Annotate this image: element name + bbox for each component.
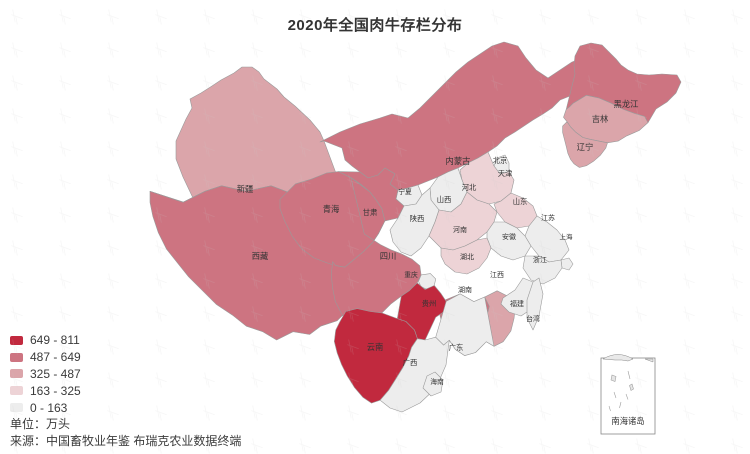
svg-text:南海诸岛: 南海诸岛 [611,416,644,426]
